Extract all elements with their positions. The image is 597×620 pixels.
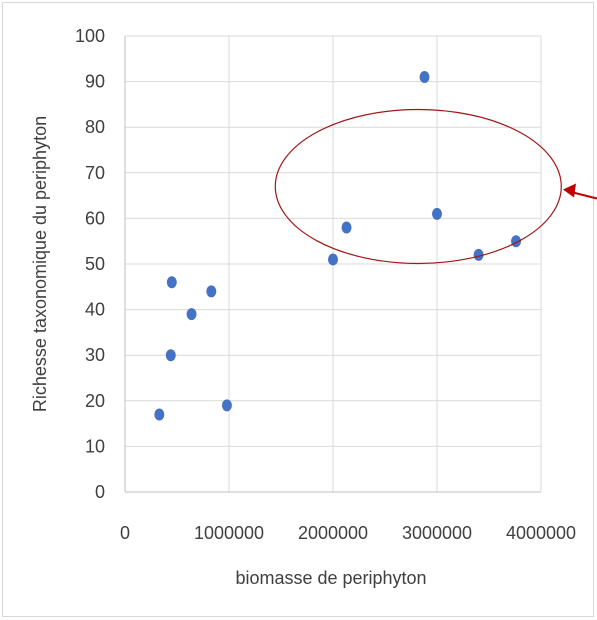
- data-point: [221, 399, 232, 412]
- y-tick-label: 30: [85, 345, 105, 365]
- y-tick-label: 100: [75, 26, 105, 46]
- y-tick-label: 0: [95, 482, 105, 502]
- data-point: [328, 253, 338, 266]
- x-tick-label: 0: [120, 523, 130, 543]
- y-tick-label: 10: [85, 436, 105, 456]
- x-axis-title: biomasse de periphyton: [235, 568, 426, 588]
- data-point: [186, 308, 197, 321]
- tick-labels: 0 10 20 30 40 50 60 70 80 90 100 0 1000000 2000000 300…: [75, 26, 576, 543]
- annotations: [274, 108, 597, 265]
- x-tick-label: 2000000: [298, 523, 368, 543]
- y-tick-label: 40: [85, 300, 105, 320]
- y-axis-title: Richesse taxonomique du periphyton: [30, 116, 50, 412]
- data-point: [473, 248, 484, 261]
- arrow-head: [563, 183, 576, 198]
- arrow-shaft: [572, 191, 597, 200]
- x-tick-label: 1000000: [194, 523, 264, 543]
- data-point: [341, 221, 352, 234]
- y-tick-label: 20: [85, 391, 105, 411]
- y-tick-label: 50: [85, 254, 105, 274]
- data-point: [206, 285, 217, 298]
- x-tick-label: 4000000: [506, 523, 576, 543]
- data-point: [419, 71, 430, 84]
- data-point: [432, 207, 442, 220]
- data-point: [154, 408, 165, 421]
- data-point: [166, 276, 177, 289]
- grid-lines: [125, 35, 542, 492]
- data-points: [154, 71, 522, 421]
- y-tick-label: 60: [85, 208, 105, 228]
- x-tick-label: 3000000: [402, 523, 472, 543]
- y-tick-label: 70: [85, 163, 105, 183]
- y-tick-label: 90: [85, 72, 105, 92]
- y-tick-label: 80: [85, 117, 105, 137]
- axes: [124, 36, 541, 493]
- data-point: [165, 349, 176, 362]
- highlight-ellipse: [274, 108, 562, 265]
